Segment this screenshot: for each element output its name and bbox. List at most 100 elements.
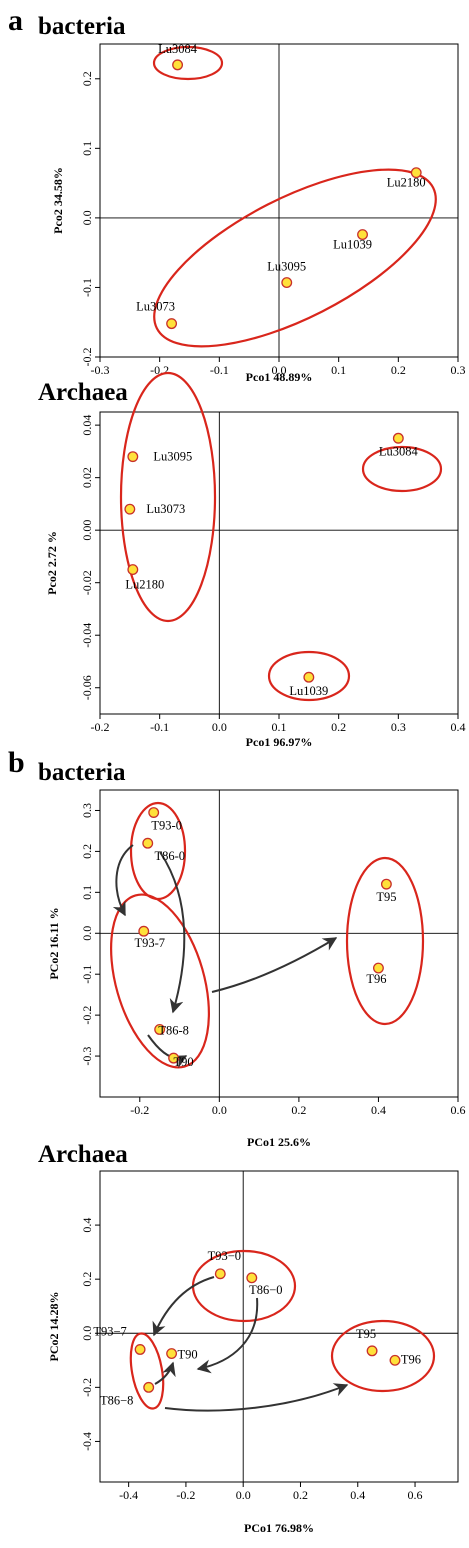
chart2-x-tick-label: -0.1: [150, 720, 169, 734]
chart4-point-label: T86−0: [249, 1283, 282, 1297]
chart1-point-label: Lu2180: [387, 176, 426, 190]
chart2-y-tick-label: 0.02: [80, 467, 94, 488]
chart3-x-tick-label: 0.2: [291, 1103, 306, 1117]
chart2-y-axis-label: Pco2 2.72 %: [45, 531, 59, 595]
chart4-y-tick-label: -0.4: [80, 1432, 94, 1451]
chart1-point: [172, 59, 184, 71]
chart2-point-label: Lu3095: [153, 450, 192, 464]
chart2-y-tick-label: -0.02: [80, 570, 94, 595]
chart3-x-tick-label: 0.6: [451, 1103, 466, 1117]
chart2-x-tick-label: -0.2: [91, 720, 110, 734]
chart4-x-axis-label: PCo1 76.98%: [244, 1521, 314, 1535]
chart4-y-tick-label: 0.2: [80, 1272, 94, 1287]
chart3-point: [372, 962, 384, 974]
chart1-x-tick-label: 0.1: [331, 363, 346, 377]
chart4-y-tick-label: 0.0: [80, 1326, 94, 1341]
chart4-point-label: T90: [178, 1348, 198, 1362]
chart2-point: [124, 503, 136, 515]
chart1-group-ellipse: [152, 45, 224, 81]
chart1-point-label: Lu3073: [136, 300, 175, 314]
chart4-x-tick-label: -0.4: [119, 1488, 138, 1502]
chart2-point: [303, 671, 315, 683]
chart3-x-tick-label: 0.0: [212, 1103, 227, 1117]
chart3-x-axis-label: PCo1 25.6%: [247, 1135, 311, 1149]
chart4-x-tick-label: -0.2: [176, 1488, 195, 1502]
chart3-y-tick-label: 0.2: [80, 844, 94, 859]
chart4-group-ellipse: [129, 1332, 165, 1410]
chart4-point-label: T93−7: [93, 1324, 126, 1338]
chart4-trajectory-arrow: [196, 1297, 259, 1374]
chart1-x-tick-label: 0.0: [272, 363, 287, 377]
chart3-point-label: T86-0: [154, 849, 185, 863]
chart3-point: [168, 1052, 180, 1064]
chart3-y-axis-label: PCo2 16.11 %: [47, 907, 61, 979]
chart4-title: Archaea: [38, 1141, 128, 1168]
chart1-point-label: Lu3095: [267, 260, 306, 274]
chart1-y-tick-label: -0.2: [80, 348, 94, 367]
chart2-x-tick-label: 0.4: [451, 720, 466, 734]
chart2-point-label: Lu1039: [289, 684, 328, 698]
chart3-y-tick-label: -0.3: [80, 1047, 94, 1066]
chart3-point: [154, 1024, 166, 1035]
chart1-x-axis-label: Pco1 48.89%: [246, 370, 313, 384]
chart3-x-tick-label: -0.2: [130, 1103, 149, 1117]
chart3-trajectory-arrow: [159, 851, 186, 1014]
panel-b-letter: b: [8, 746, 25, 779]
chart2-group-ellipse: [119, 371, 217, 623]
chart2-point: [127, 564, 139, 576]
chart1-x-tick-label: 0.2: [391, 363, 406, 377]
panel-a-letter: a: [8, 4, 23, 37]
chart2-point-label: Lu2180: [125, 578, 164, 592]
chart4-point-label: T93−0: [208, 1249, 241, 1263]
chart4-point: [246, 1272, 258, 1284]
chart3-trajectory-arrow: [211, 937, 338, 993]
chart4-x-tick-label: 0.6: [408, 1488, 423, 1502]
chart4-y-axis-label: PCo2 14.28%: [47, 1292, 61, 1362]
chart3-y-tick-label: 0.0: [80, 926, 94, 941]
chart1-point: [357, 229, 368, 241]
chart2-group-ellipse: [267, 650, 351, 702]
chart1-point: [281, 277, 293, 289]
chart4-point-label: T96: [401, 1352, 421, 1366]
chart1-x-tick-label: -0.3: [91, 363, 110, 377]
chart1-y-axis-label: Pco2 34.58%: [51, 167, 65, 234]
chart4-point-label: T95: [356, 1327, 376, 1341]
chart1-x-tick-label: 0.3: [451, 363, 466, 377]
chart4-trajectory-arrow: [152, 1276, 215, 1337]
chart1-x-tick-label: -0.1: [210, 363, 229, 377]
chart1-point-label: Lu3084: [158, 42, 198, 56]
chart2-y-tick-label: 0.04: [80, 415, 94, 436]
chart4-point: [389, 1354, 401, 1366]
chart2-y-tick-label: -0.06: [80, 675, 94, 700]
chart3-title: bacteria: [38, 759, 126, 786]
chart2-x-tick-label: 0.0: [212, 720, 227, 734]
chart3-y-tick-label: -0.2: [80, 1006, 94, 1025]
chart1-point: [166, 318, 178, 330]
chart3-point-label: T96: [366, 972, 386, 986]
chart2-point-label: Lu3073: [146, 502, 185, 516]
chart3-x-tick-label: 0.4: [371, 1103, 386, 1117]
chart2-group-ellipse: [361, 445, 443, 493]
chart3-point: [142, 837, 154, 849]
chart2-point: [127, 451, 139, 463]
chart4-trajectory-arrow: [154, 1361, 176, 1385]
chart1-point: [410, 167, 422, 179]
chart4-point: [143, 1381, 155, 1393]
chart4-x-tick-label: 0.2: [293, 1488, 308, 1502]
chart3-point: [138, 925, 150, 937]
chart2-title: Archaea: [38, 379, 128, 406]
chart3-point-label: T90: [174, 1055, 194, 1069]
chart3-y-tick-label: 0.1: [80, 885, 94, 900]
chart3-point-label: T86-8: [158, 1023, 189, 1037]
chart1-y-tick-label: 0.2: [80, 71, 94, 86]
chart4-y-tick-label: -0.2: [80, 1378, 94, 1397]
chart4-trajectory-arrow: [164, 1383, 349, 1412]
chart1-y-tick-label: 0.0: [80, 210, 94, 225]
chart2-x-axis-label: Pco1 96.97%: [246, 735, 313, 749]
chart4-point: [134, 1344, 146, 1355]
chart4-point: [166, 1348, 178, 1359]
chart2-point-label: Lu3084: [379, 444, 419, 458]
chart1-title: bacteria: [38, 13, 126, 40]
chart2-y-tick-label: 0.00: [80, 520, 94, 541]
